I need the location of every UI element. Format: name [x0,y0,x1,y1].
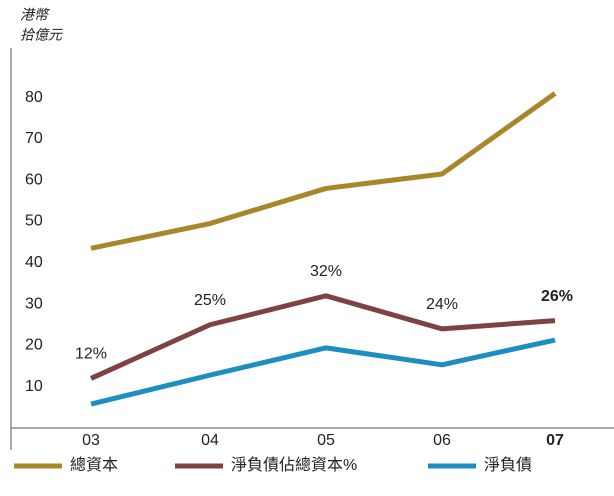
y-tick-label: 80 [25,89,43,106]
y-tick-label: 20 [25,337,43,354]
x-tick-label: 05 [317,432,335,449]
y-tick-label: 60 [25,171,43,188]
y-axis-label: 港幣 [20,7,50,23]
y-tick-label: 10 [25,378,43,395]
y-tick-label: 70 [25,130,43,147]
y-tick-label: 30 [25,295,43,312]
legend-label: 淨負債 [484,456,532,474]
line-series [90,337,556,407]
x-tick-label: 07 [546,432,564,449]
line-series [89,293,556,381]
value-label: 26% [541,288,573,305]
line-series [90,91,557,251]
value-label: 32% [310,263,342,280]
x-tick-label: 06 [433,432,451,449]
legend-label: 淨負債佔總資本% [231,456,357,474]
y-axis-label: 拾億元 [20,27,63,43]
y-tick-label: 40 [25,254,43,271]
legend-label: 總資本 [70,456,118,474]
value-label: 12% [75,346,107,363]
x-tick-label: 03 [82,432,100,449]
value-label: 25% [194,292,226,309]
x-tick-label: 04 [201,432,219,449]
value-label: 24% [426,296,458,313]
y-tick-label: 50 [25,213,43,230]
